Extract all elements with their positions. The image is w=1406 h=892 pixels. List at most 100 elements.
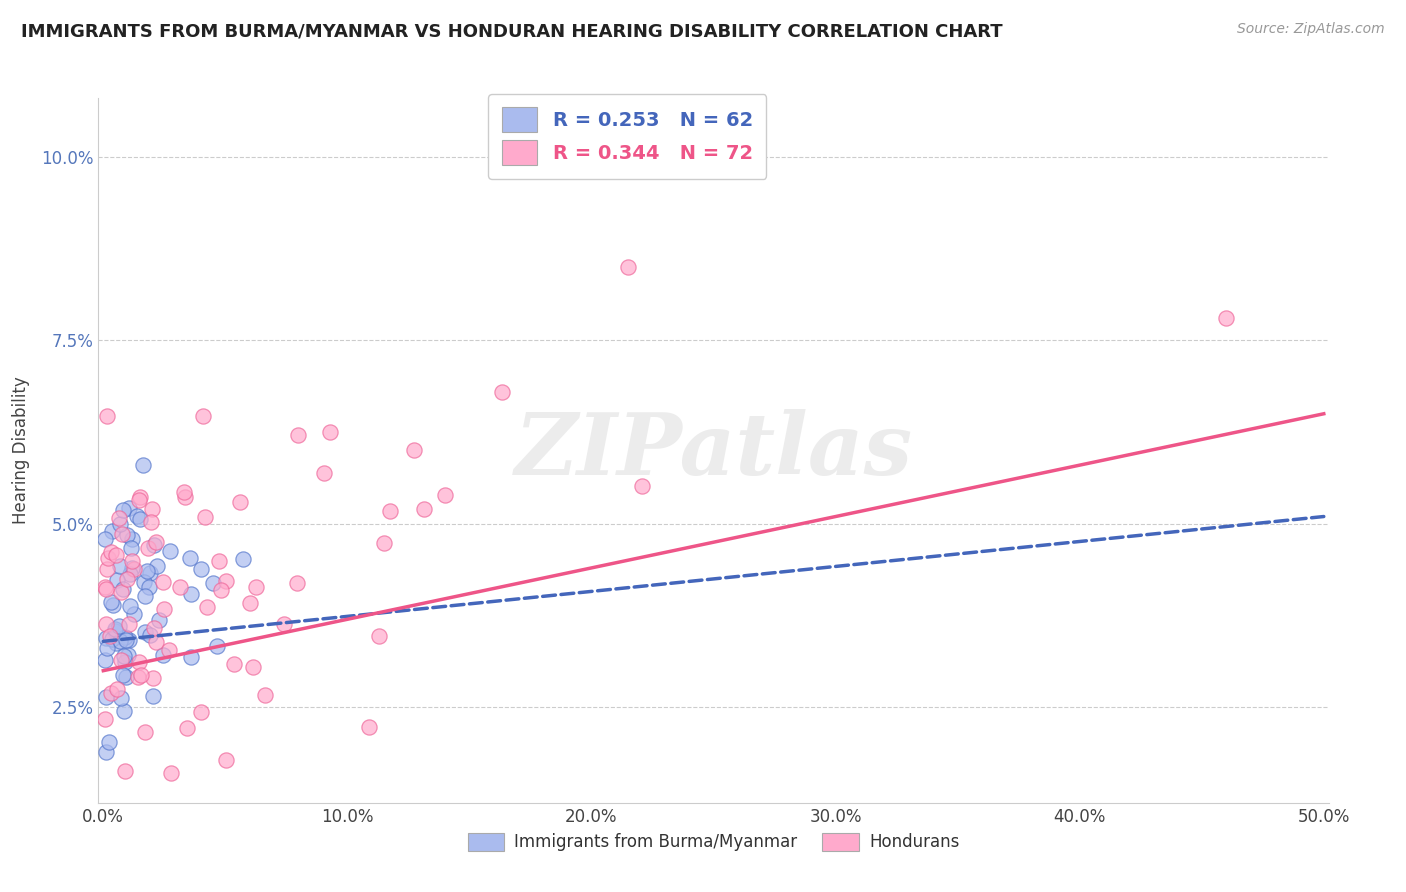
Point xyxy=(180,587,202,601)
Point xyxy=(100,685,122,699)
Text: IMMIGRANTS FROM BURMA/MYANMAR VS HONDURAN HEARING DISABILITY CORRELATION CHART: IMMIGRANTS FROM BURMA/MYANMAR VS HONDURA… xyxy=(21,22,1002,40)
Point xyxy=(129,512,152,526)
Point xyxy=(134,625,156,640)
Point xyxy=(110,690,132,705)
Point xyxy=(152,575,174,590)
Point xyxy=(245,580,267,594)
Point xyxy=(114,764,136,779)
Point xyxy=(117,648,139,662)
Point xyxy=(128,655,150,669)
Point xyxy=(190,562,212,576)
Point xyxy=(121,554,143,568)
Point xyxy=(190,705,212,719)
Point xyxy=(285,576,308,591)
Point xyxy=(141,515,163,529)
Point xyxy=(146,559,169,574)
Point xyxy=(617,260,640,274)
Point xyxy=(96,562,118,576)
Point xyxy=(128,493,150,508)
Point xyxy=(142,689,165,703)
Point xyxy=(124,607,146,622)
Point xyxy=(100,545,122,559)
Point xyxy=(179,551,201,566)
Point xyxy=(104,623,127,637)
Point xyxy=(254,688,277,702)
Point xyxy=(215,753,238,767)
Point xyxy=(108,619,131,633)
Point xyxy=(110,633,132,648)
Point xyxy=(127,670,149,684)
Point xyxy=(207,639,229,653)
Point xyxy=(139,566,162,580)
Point xyxy=(176,721,198,735)
Point xyxy=(433,488,456,502)
Point xyxy=(135,564,157,578)
Point xyxy=(94,745,117,759)
Point xyxy=(413,501,436,516)
Point xyxy=(134,589,156,603)
Point xyxy=(159,544,181,558)
Point xyxy=(129,668,152,682)
Point xyxy=(1215,311,1237,326)
Point xyxy=(143,538,166,552)
Point xyxy=(373,536,395,550)
Point xyxy=(125,509,148,524)
Point xyxy=(104,636,127,650)
Point xyxy=(242,660,264,674)
Point xyxy=(94,690,117,704)
Point xyxy=(120,541,142,556)
Point xyxy=(142,671,165,685)
Point xyxy=(96,409,118,423)
Point xyxy=(93,580,115,594)
Point xyxy=(100,595,122,609)
Point xyxy=(101,598,124,612)
Point xyxy=(121,561,143,575)
Point xyxy=(232,551,254,566)
Point xyxy=(191,409,214,423)
Point xyxy=(114,633,136,648)
Point xyxy=(97,551,120,566)
Point xyxy=(114,630,136,644)
Point xyxy=(112,582,135,596)
Point xyxy=(98,629,121,643)
Text: ZIPatlas: ZIPatlas xyxy=(515,409,912,492)
Point xyxy=(114,655,136,669)
Point xyxy=(136,541,159,555)
Point xyxy=(120,567,142,582)
Point xyxy=(180,650,202,665)
Point xyxy=(112,649,135,664)
Point xyxy=(122,562,145,576)
Point xyxy=(491,384,513,399)
Point xyxy=(402,443,425,458)
Point xyxy=(118,633,141,648)
Point xyxy=(380,504,402,518)
Point xyxy=(159,765,181,780)
Point xyxy=(208,554,231,568)
Point xyxy=(105,573,128,587)
Point xyxy=(287,427,309,442)
Point xyxy=(93,712,115,726)
Point xyxy=(148,613,170,627)
Point xyxy=(131,458,153,472)
Point xyxy=(229,495,252,509)
Point xyxy=(94,617,117,632)
Point xyxy=(118,501,141,516)
Point xyxy=(209,582,232,597)
Point xyxy=(115,573,138,587)
Point xyxy=(101,524,124,538)
Point xyxy=(224,657,246,671)
Point xyxy=(357,720,380,734)
Point xyxy=(318,425,340,440)
Point xyxy=(107,682,129,697)
Point xyxy=(111,503,134,517)
Point xyxy=(115,670,138,684)
Point xyxy=(108,517,131,532)
Point xyxy=(96,631,118,645)
Point xyxy=(239,596,262,610)
Text: Source: ZipAtlas.com: Source: ZipAtlas.com xyxy=(1237,22,1385,37)
Point xyxy=(194,510,217,524)
Point xyxy=(314,467,336,481)
Y-axis label: Hearing Disability: Hearing Disability xyxy=(11,376,30,524)
Point xyxy=(110,559,132,574)
Point xyxy=(104,548,127,562)
